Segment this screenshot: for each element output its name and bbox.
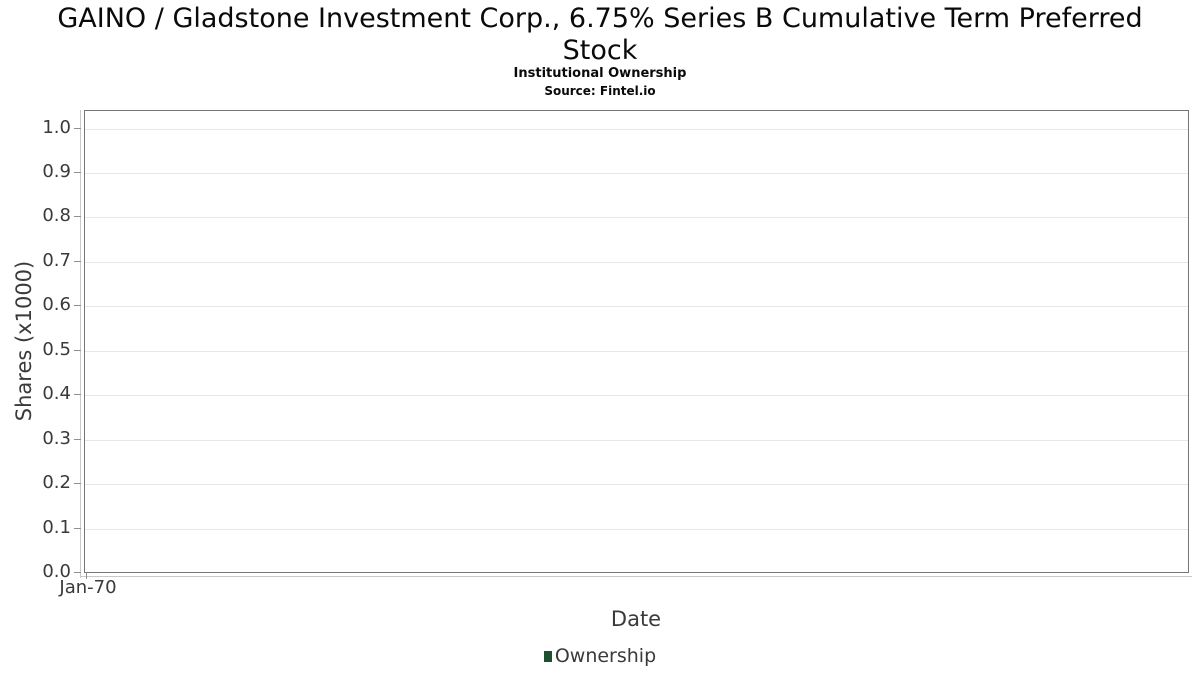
plot-area — [84, 110, 1189, 573]
y-tick-label-0.8: 0.8 — [42, 205, 71, 226]
gridline-y-0.9 — [85, 173, 1188, 174]
y-tick-label-0.3: 0.3 — [42, 428, 71, 449]
legend-label-ownership: Ownership — [554, 645, 657, 667]
y-tick-mark-0.9 — [74, 172, 81, 173]
gridline-y-0.1 — [85, 529, 1188, 530]
y-tick-label-0.2: 0.2 — [42, 472, 71, 493]
y-tick-label-0.1: 0.1 — [42, 517, 71, 538]
gridline-y-0.3 — [85, 440, 1188, 441]
y-tick-mark-0.2 — [74, 483, 81, 484]
x-tick-label-jan-70: Jan-70 — [59, 577, 117, 598]
x-axis-label: Date — [610, 607, 662, 631]
gridline-y-0.2 — [85, 484, 1188, 485]
y-tick-mark-1.0 — [74, 128, 81, 129]
y-tick-label-0.9: 0.9 — [42, 161, 71, 182]
legend: Ownership — [0, 645, 1200, 667]
y-tick-label-0.6: 0.6 — [42, 294, 71, 315]
gridline-y-0.8 — [85, 217, 1188, 218]
y-axis-line — [80, 110, 81, 578]
chart-title-line-1: GAINO / Gladstone Investment Corp., 6.75… — [57, 3, 1143, 34]
y-tick-mark-0.3 — [74, 439, 81, 440]
gridline-y-0.7 — [85, 262, 1188, 263]
chart-title-line-2: Stock — [562, 35, 638, 66]
y-tick-label-1.0: 1.0 — [42, 117, 71, 138]
y-tick-mark-0.8 — [74, 216, 81, 217]
y-tick-mark-0.0 — [74, 572, 81, 573]
y-tick-mark-0.7 — [74, 261, 81, 262]
y-axis-label: Shares (x1000) — [12, 260, 36, 422]
chart-source: Source: Fintel.io — [544, 84, 656, 98]
y-tick-label-0.5: 0.5 — [42, 339, 71, 360]
gridline-y-0.6 — [85, 306, 1188, 307]
y-tick-mark-0.5 — [74, 350, 81, 351]
x-axis-line — [80, 576, 1192, 577]
gridline-y-0.4 — [85, 395, 1188, 396]
y-tick-label-0.7: 0.7 — [42, 250, 71, 271]
gridline-y-1.0 — [85, 129, 1188, 130]
chart-subtitle: Institutional Ownership — [513, 66, 687, 81]
x-tick-mark-jan-70 — [86, 572, 87, 579]
y-tick-mark-0.6 — [74, 305, 81, 306]
y-tick-mark-0.1 — [74, 528, 81, 529]
y-tick-mark-0.4 — [74, 394, 81, 395]
y-tick-label-0.4: 0.4 — [42, 383, 71, 404]
y-tick-label-0.0: 0.0 — [42, 561, 71, 582]
legend-swatch-ownership — [543, 650, 552, 662]
gridline-y-0.5 — [85, 351, 1188, 352]
